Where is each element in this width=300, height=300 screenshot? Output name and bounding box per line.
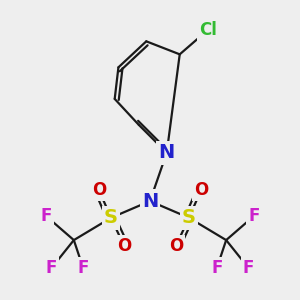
Text: O: O xyxy=(117,237,131,255)
Text: O: O xyxy=(92,181,106,199)
Text: F: F xyxy=(46,259,57,277)
Text: Cl: Cl xyxy=(199,21,217,39)
Text: N: N xyxy=(142,192,158,211)
Text: S: S xyxy=(182,208,196,227)
Text: F: F xyxy=(40,207,52,225)
Text: O: O xyxy=(169,237,183,255)
Text: O: O xyxy=(194,181,208,199)
Text: F: F xyxy=(248,207,260,225)
Text: S: S xyxy=(104,208,118,227)
Text: N: N xyxy=(159,143,175,162)
Text: F: F xyxy=(243,259,254,277)
Text: F: F xyxy=(77,259,89,277)
Text: F: F xyxy=(211,259,223,277)
